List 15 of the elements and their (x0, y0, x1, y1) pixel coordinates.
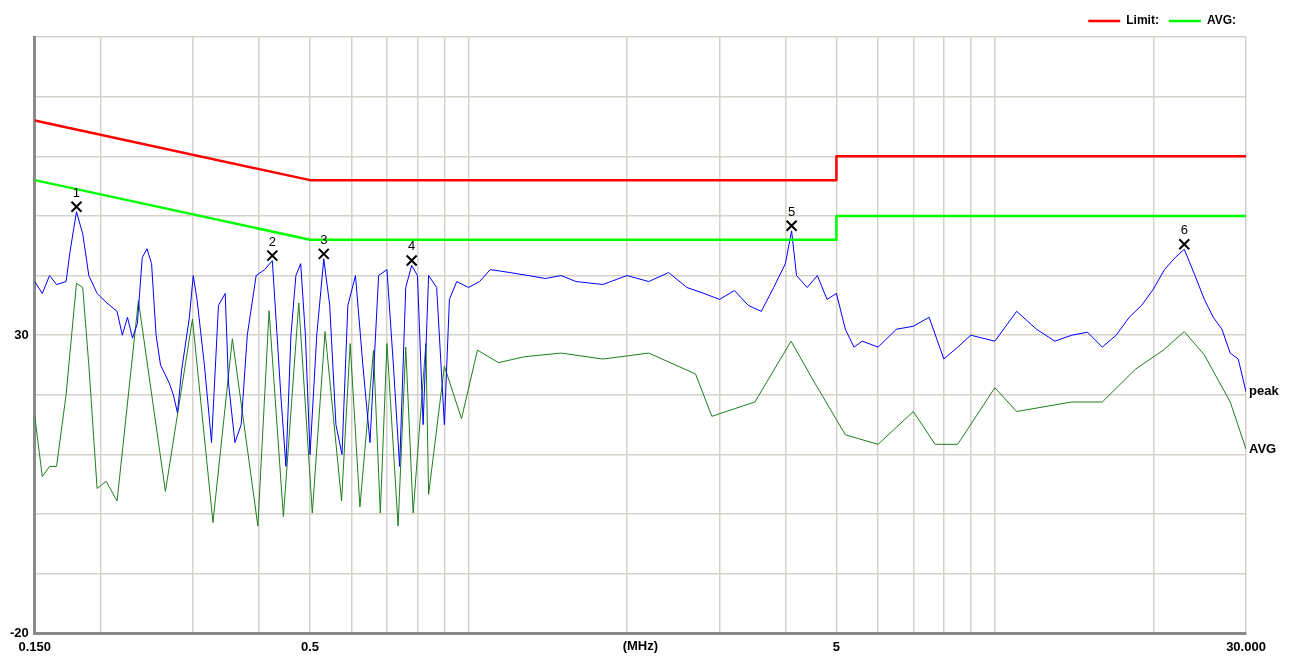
y-tick-label: 30 (14, 326, 29, 342)
annotation: peak (1249, 383, 1280, 399)
annotation: 6 (1180, 222, 1188, 238)
legend-label: Limit: (1126, 13, 1159, 28)
y-tick-label: -20 (9, 624, 29, 640)
x-tick-label: 0.5 (300, 638, 320, 654)
annotation: 2 (268, 233, 276, 249)
x-tick-label: 5 (832, 638, 841, 654)
x-tick-label: 0.150 (18, 638, 52, 654)
annotation: 5 (787, 203, 796, 219)
annotation: AVG (1249, 440, 1277, 456)
legend-label: AVG: (1206, 13, 1236, 28)
x-axis-title: (MHz) (622, 638, 659, 654)
x-tick-label: 30.000 (1226, 638, 1266, 654)
annotation: 4 (408, 238, 416, 254)
